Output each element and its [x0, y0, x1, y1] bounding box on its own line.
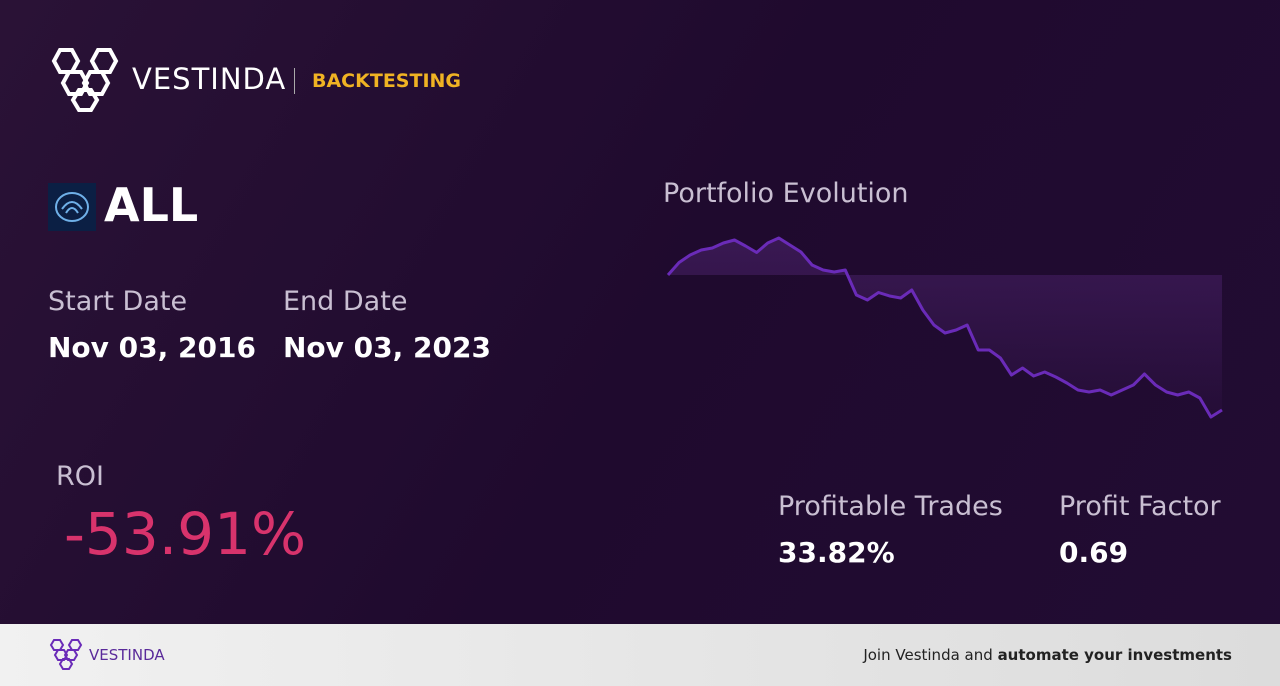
footer-bold: automate your investments	[997, 646, 1232, 664]
pf-value: 0.69	[1059, 536, 1129, 569]
end-label: End Date	[283, 286, 408, 317]
trades-label: Profitable Trades	[778, 491, 1003, 522]
line	[666, 236, 1223, 419]
trades-value: 33.82%	[778, 536, 895, 569]
end-value: Nov 03, 2023	[283, 331, 491, 364]
footer-brand: VESTINDA	[89, 646, 165, 664]
area	[668, 238, 1222, 442]
divider	[294, 68, 295, 94]
footer: VESTINDA Join Vestinda and automate your…	[0, 624, 1280, 686]
footer-text: Join Vestinda and automate your investme…	[863, 646, 1232, 664]
pf-label: Profit Factor	[1059, 491, 1221, 522]
brand: VESTINDA	[132, 62, 287, 96]
ticker: ALL	[104, 178, 199, 232]
roi-label: ROI	[56, 461, 104, 492]
start-value: Nov 03, 2016	[48, 331, 256, 364]
chart-title: Portfolio Evolution	[663, 178, 909, 209]
chart	[666, 236, 1223, 442]
ticker-logo	[48, 183, 96, 231]
start-label: Start Date	[48, 286, 188, 317]
footer-logo-icon	[49, 639, 83, 670]
logo-icon	[51, 48, 119, 112]
footer-plain: Join Vestinda and	[863, 646, 993, 664]
roi-value: -53.91%	[64, 500, 307, 568]
section: BACKTESTING	[312, 70, 462, 92]
